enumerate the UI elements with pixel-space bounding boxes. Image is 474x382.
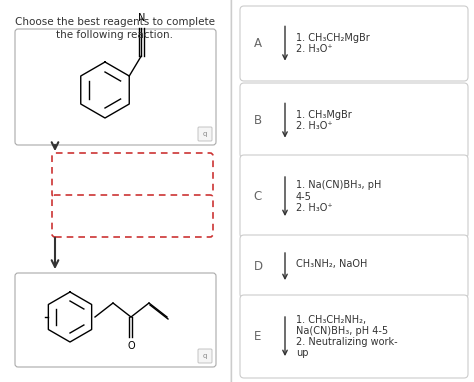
Text: C: C (254, 190, 262, 203)
Text: Na(CN)BH₃, pH 4-5: Na(CN)BH₃, pH 4-5 (296, 326, 388, 336)
FancyBboxPatch shape (240, 6, 468, 81)
Text: 2. H₃O⁺: 2. H₃O⁺ (296, 44, 333, 54)
FancyBboxPatch shape (232, 0, 474, 382)
FancyBboxPatch shape (240, 235, 468, 298)
Text: 1. Na(CN)BH₃, pH: 1. Na(CN)BH₃, pH (296, 180, 382, 190)
Text: CH₃NH₂, NaOH: CH₃NH₂, NaOH (296, 259, 367, 269)
FancyBboxPatch shape (198, 349, 212, 363)
Text: B: B (254, 114, 262, 127)
Text: 2. H₃O⁺: 2. H₃O⁺ (296, 121, 333, 131)
FancyBboxPatch shape (15, 29, 216, 145)
FancyBboxPatch shape (52, 195, 213, 237)
Text: D: D (254, 260, 263, 273)
Text: N: N (137, 13, 145, 23)
Text: 2. H₃O⁺: 2. H₃O⁺ (296, 203, 333, 213)
FancyBboxPatch shape (0, 0, 230, 382)
Text: 2. Neutralizing work-: 2. Neutralizing work- (296, 337, 398, 347)
Text: Choose the best reagents to complete: Choose the best reagents to complete (15, 17, 215, 27)
Text: 4-5: 4-5 (296, 191, 312, 201)
Text: 1. CH₃CH₂NH₂,: 1. CH₃CH₂NH₂, (296, 315, 366, 325)
FancyBboxPatch shape (198, 127, 212, 141)
Text: the following reaction.: the following reaction. (56, 30, 173, 40)
Text: A: A (254, 37, 262, 50)
FancyBboxPatch shape (52, 153, 213, 197)
FancyBboxPatch shape (240, 295, 468, 378)
Text: 1. CH₃MgBr: 1. CH₃MgBr (296, 110, 352, 120)
Text: q: q (203, 353, 207, 359)
Text: O: O (127, 341, 135, 351)
Text: q: q (203, 131, 207, 137)
FancyBboxPatch shape (15, 273, 216, 367)
FancyBboxPatch shape (240, 83, 468, 158)
Text: 1. CH₃CH₂MgBr: 1. CH₃CH₂MgBr (296, 33, 370, 43)
Text: E: E (255, 330, 262, 343)
FancyBboxPatch shape (240, 155, 468, 238)
Text: up: up (296, 348, 309, 358)
